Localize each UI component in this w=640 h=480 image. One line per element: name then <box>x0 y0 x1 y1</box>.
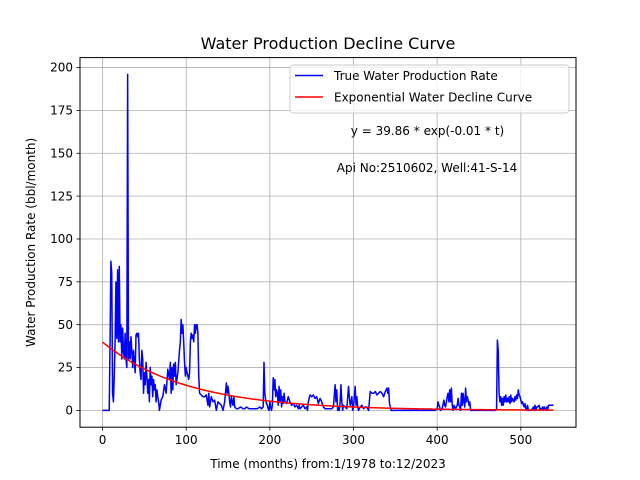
series-line-true-water-production <box>102 73 554 412</box>
legend-label-true-water: True Water Production Rate <box>333 69 498 83</box>
series-line-exponential-decline <box>102 341 554 411</box>
y-tick-label: 50 <box>58 318 73 332</box>
legend-box <box>289 64 570 114</box>
plot-frame <box>79 57 577 428</box>
y-tick-label: 125 <box>50 189 73 203</box>
x-tick-label: 500 <box>509 433 532 447</box>
x-axis-ticks: 0 100 200 300 400 500 <box>99 427 532 447</box>
fit-equation-annotation: y = 39.86 * exp(-0.01 * t) <box>351 124 504 138</box>
y-tick-label: 200 <box>50 61 73 75</box>
y-axis-ticks: 0 25 50 75 100 125 150 175 200 <box>50 61 80 418</box>
y-tick-label: 0 <box>65 404 73 418</box>
legend: True Water Production Rate Exponential W… <box>289 64 570 114</box>
y-tick-label: 100 <box>50 232 73 246</box>
legend-label-exponential: Exponential Water Decline Curve <box>334 91 532 105</box>
x-tick-label: 100 <box>175 433 198 447</box>
x-tick-label: 200 <box>258 433 281 447</box>
chart-title: Water Production Decline Curve <box>201 34 456 53</box>
y-axis-label: Water Production Rate (bbl/month) <box>24 138 38 347</box>
y-tick-label: 175 <box>50 104 73 118</box>
series-layer <box>102 73 554 412</box>
x-tick-label: 0 <box>99 433 107 447</box>
y-tick-label: 75 <box>58 275 73 289</box>
well-id-annotation: Api No:2510602, Well:41-S-14 <box>337 161 517 175</box>
x-tick-label: 300 <box>342 433 365 447</box>
x-axis-label: Time (months) from:1/1978 to:12/2023 <box>209 457 446 471</box>
x-tick-label: 400 <box>426 433 449 447</box>
y-tick-label: 25 <box>58 361 73 375</box>
y-tick-label: 150 <box>50 146 73 160</box>
